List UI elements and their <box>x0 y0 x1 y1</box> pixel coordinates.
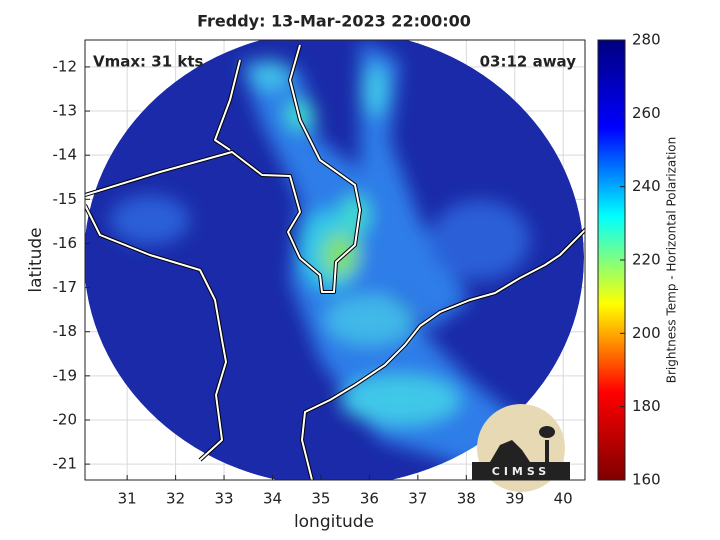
coastlines <box>85 44 585 480</box>
chart-title: Freddy: 13-Mar-2023 22:00:00 <box>197 12 471 31</box>
x-axis-label: longitude <box>294 512 374 532</box>
colorbar-label: Brightness Temp - Horizontal Polarizatio… <box>665 137 679 384</box>
colorbar-tick-label: 180 <box>632 397 661 415</box>
y-tick-label: -17 <box>53 278 78 296</box>
y-tick-label: -16 <box>53 234 78 252</box>
x-tick-label: 35 <box>311 490 330 508</box>
y-axis-label: latitude <box>26 227 46 292</box>
y-tick-label: -20 <box>53 410 78 428</box>
x-tick-label: 31 <box>118 490 137 508</box>
logo-text: CIMSS <box>492 465 550 478</box>
annotation: Vmax: 31 kts <box>93 53 203 71</box>
y-tick-label: -18 <box>53 322 78 340</box>
colorbar-tick-label: 160 <box>632 471 661 489</box>
y-tick-label: -13 <box>53 102 78 120</box>
axes-box <box>84 39 586 481</box>
swath-layer <box>85 40 585 480</box>
y-tick-label: -14 <box>53 146 78 164</box>
colorbar-tick-label: 240 <box>632 177 661 195</box>
y-tick-label: -19 <box>53 366 78 384</box>
x-tick-label: 36 <box>360 490 379 508</box>
colorbar-tick-label: 200 <box>632 324 661 342</box>
x-tick-label: 40 <box>554 490 573 508</box>
x-tick-label: 39 <box>505 490 524 508</box>
x-tick-label: 33 <box>215 490 234 508</box>
x-tick-label: 38 <box>457 490 476 508</box>
colorbar-tick-label: 260 <box>632 104 661 122</box>
x-tick-label: 32 <box>166 490 185 508</box>
brightness-pattern <box>110 40 530 470</box>
x-tick-label: 37 <box>408 490 427 508</box>
colorbar-tick-label: 220 <box>632 251 661 269</box>
cimss-logo: CIMSS <box>472 404 570 492</box>
colorbar-tick-label: 280 <box>632 31 661 49</box>
y-tick-label: -15 <box>53 190 78 208</box>
x-tick-label: 34 <box>263 490 282 508</box>
y-tick-label: -12 <box>53 57 78 75</box>
y-tick-label: -21 <box>53 455 78 473</box>
annotation: 03:12 away <box>480 53 577 71</box>
